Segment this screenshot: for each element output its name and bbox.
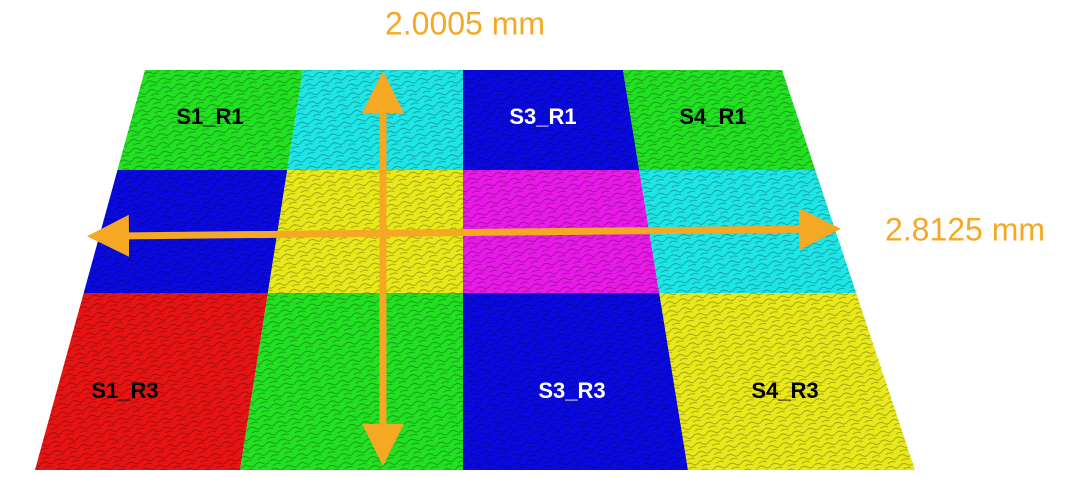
sample-label: S3_R1 [509, 104, 576, 129]
vertical-dimension: 2.0005 mm [385, 5, 545, 41]
sample-label: S1_R1 [176, 104, 243, 129]
sample-label: S4_R3 [751, 378, 818, 403]
sample-label: S3_R3 [538, 378, 605, 403]
tile-texture [287, 70, 463, 170]
horizontal-dimension: 2.8125 mm [885, 211, 1045, 247]
surface-grid [35, 70, 915, 470]
scene: 2.0005 mm 2.8125 mm S1_R1 S3_R1 S4_R1 S1… [0, 0, 1067, 477]
tile-texture [240, 293, 463, 470]
sample-label: S1_R3 [91, 378, 158, 403]
sample-label: S4_R1 [679, 104, 746, 129]
